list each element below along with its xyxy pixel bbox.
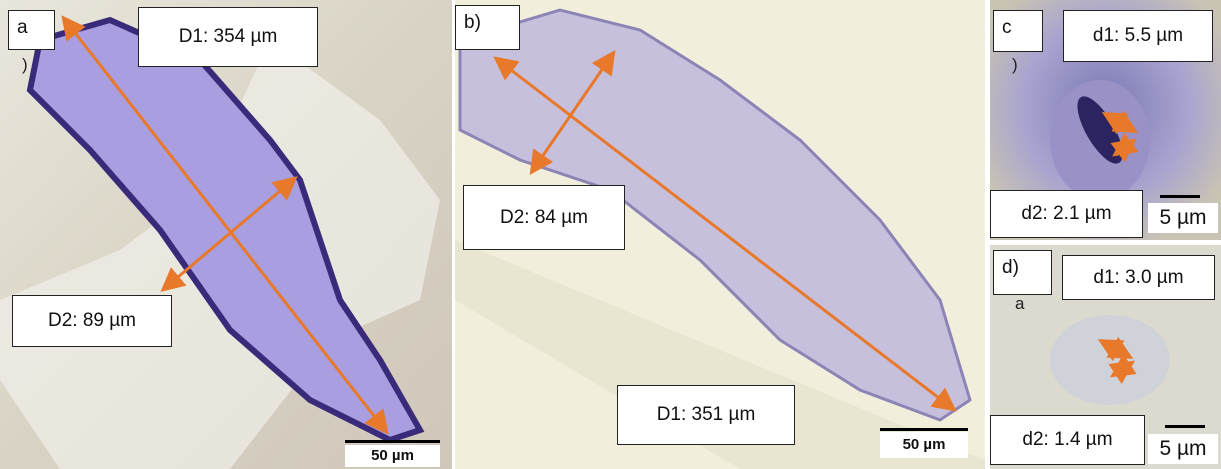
panel-label: a — [8, 10, 55, 50]
measurement: d2: 2.1 µm — [990, 190, 1143, 238]
label-fragment: ) — [22, 55, 28, 75]
measurement: D2: 89 µm — [12, 295, 172, 347]
scale-label: 50 µm — [880, 432, 968, 458]
measurement: D1: 354 µm — [138, 7, 318, 67]
panel-label: b) — [455, 5, 520, 50]
scale-label: 5 µm — [1148, 203, 1218, 233]
measurement: d2: 1.4 µm — [990, 415, 1145, 465]
scale-bar — [880, 428, 968, 431]
scale-bar — [1160, 195, 1200, 198]
scale-bar — [345, 440, 440, 443]
measurement: D1: 351 µm — [617, 385, 795, 445]
measurement: D2: 84 µm — [463, 185, 625, 250]
measurement: d1: 5.5 µm — [1063, 10, 1213, 62]
panel-label: d) — [993, 250, 1052, 295]
scale-label: 50 µm — [345, 445, 440, 467]
label-fragment: a — [1015, 294, 1024, 314]
panel-label: c — [993, 10, 1043, 52]
scale-bar — [1165, 425, 1205, 428]
measurement: d1: 3.0 µm — [1062, 255, 1215, 300]
scale-label: 5 µm — [1148, 434, 1218, 464]
label-fragment: ) — [1012, 55, 1018, 75]
figure: a ) D1: 354 µm D2: 89 µm 50 µm b) D2: 84… — [0, 0, 1221, 469]
panel-d-cell — [1050, 315, 1170, 405]
